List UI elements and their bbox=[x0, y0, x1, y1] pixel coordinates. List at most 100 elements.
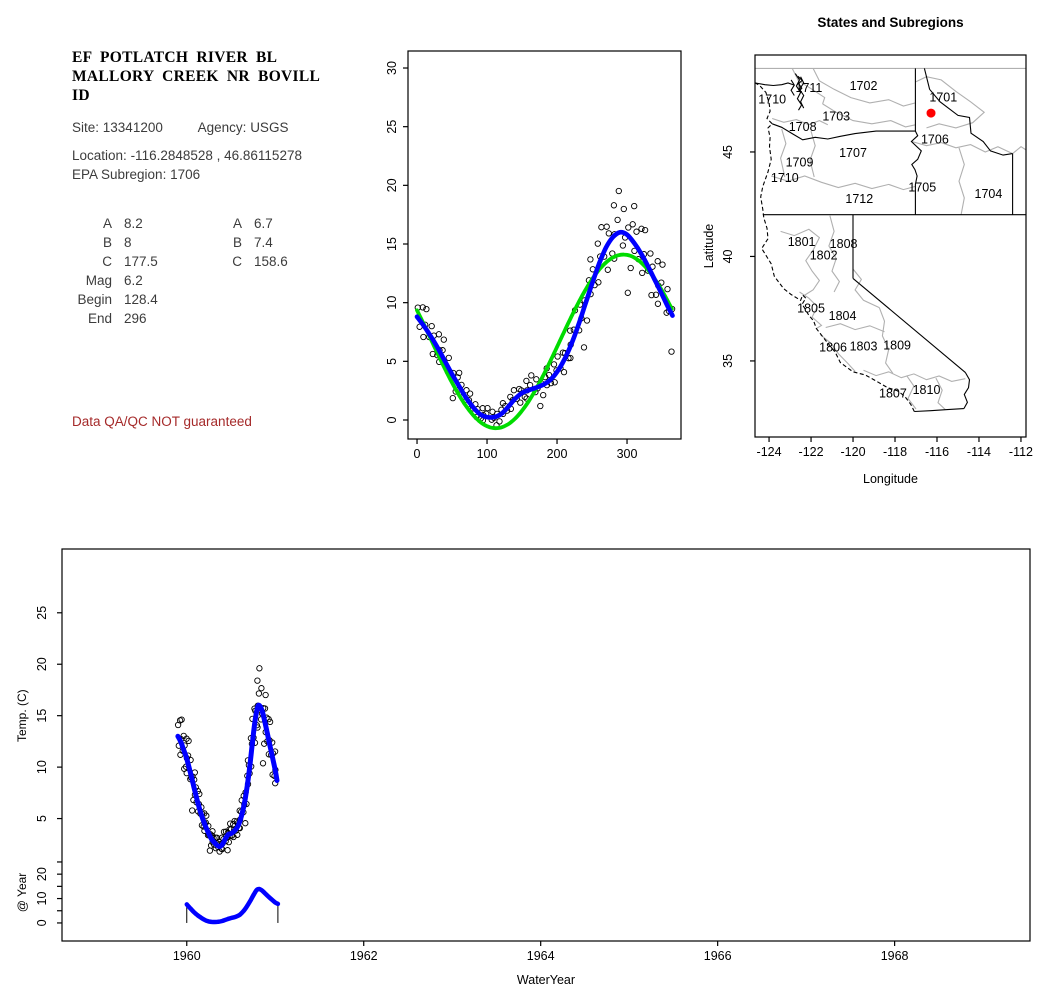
data-point bbox=[554, 353, 561, 360]
x-tick-label: 1968 bbox=[881, 949, 909, 963]
data-point bbox=[648, 291, 655, 299]
param-label: Mag bbox=[85, 273, 112, 288]
y-tick-label: 0 bbox=[35, 919, 49, 926]
subregion-boundary bbox=[958, 147, 965, 215]
data-point bbox=[523, 377, 530, 385]
subregion-label: 1710 bbox=[758, 93, 786, 107]
subregion-boundary bbox=[935, 377, 946, 411]
state-boundary bbox=[963, 372, 971, 409]
epa-subregion-value: 1706 bbox=[170, 166, 201, 182]
y-tick-label: 20 bbox=[35, 657, 49, 671]
subregion-label: 1806 bbox=[819, 340, 847, 354]
data-point bbox=[641, 226, 649, 234]
x-tick-label: 0 bbox=[414, 447, 421, 461]
y-tick-label: 10 bbox=[35, 760, 49, 774]
site-label: Site: bbox=[72, 120, 100, 135]
param-row: A 6.7 bbox=[198, 217, 288, 236]
data-point bbox=[456, 369, 463, 377]
data-point bbox=[445, 354, 452, 362]
x-tick-label: -124 bbox=[757, 445, 782, 459]
y-tick-label: 20 bbox=[385, 178, 399, 192]
data-point bbox=[484, 404, 491, 412]
subregion-boundary bbox=[828, 215, 841, 293]
data-point bbox=[517, 399, 524, 406]
data-point bbox=[466, 390, 474, 397]
data-point bbox=[420, 333, 427, 341]
site-agency-line: Site: 13341200 Agency: USGS bbox=[72, 120, 288, 135]
data-point bbox=[604, 266, 611, 273]
plot-frame bbox=[407, 50, 682, 440]
data-point bbox=[583, 317, 591, 324]
data-point bbox=[615, 187, 622, 195]
y-tick-label: 35 bbox=[721, 354, 735, 368]
wateryear-axis-label: WaterYear bbox=[517, 973, 575, 987]
longitude-axis-label: Longitude bbox=[863, 472, 918, 486]
data-point bbox=[587, 256, 594, 263]
x-tick-label: -122 bbox=[799, 445, 824, 459]
subregion-label: 1803 bbox=[850, 339, 878, 353]
blue-smooth-fit-curve bbox=[414, 229, 675, 420]
data-point bbox=[423, 305, 430, 313]
param-row: A 8.2 bbox=[58, 217, 158, 236]
station-title: EF POTLATCH RIVER BL MALLORY CREEK NR BO… bbox=[72, 48, 320, 105]
location-block: Location: -116.2848528 , 46.86115278 EPA… bbox=[72, 147, 302, 184]
data-point bbox=[537, 402, 544, 410]
param-value: 158.6 bbox=[254, 254, 288, 269]
state-boundary bbox=[772, 123, 916, 141]
subregion-label: 1702 bbox=[850, 79, 878, 93]
agency-value: USGS bbox=[250, 120, 289, 135]
state-boundary bbox=[798, 76, 805, 109]
x-tick-label: -112 bbox=[1009, 445, 1033, 459]
data-point bbox=[664, 285, 671, 293]
site-value: 13341200 bbox=[102, 120, 163, 135]
data-point bbox=[449, 394, 456, 402]
x-tick-label: 1966 bbox=[704, 949, 732, 963]
data-point bbox=[521, 393, 528, 401]
data-point bbox=[254, 677, 261, 684]
data-point bbox=[639, 269, 646, 277]
y-tick-label: 5 bbox=[385, 358, 399, 365]
data-point bbox=[206, 847, 214, 854]
data-point bbox=[533, 376, 540, 383]
subregion-label: 1712 bbox=[845, 192, 873, 206]
subregion-label: 1804 bbox=[829, 309, 857, 323]
subregion-label: 1802 bbox=[810, 248, 838, 262]
fit-params-table-1: A 8.2 B 8 C 177.5 Mag 6.2 Begin 128.4 End 296 bbox=[58, 217, 158, 331]
data-point bbox=[234, 831, 241, 838]
epa-subregion-line: EPA Subregion: 1706 bbox=[72, 166, 302, 185]
data-point bbox=[620, 205, 627, 213]
data-point bbox=[496, 418, 503, 425]
data-point bbox=[638, 225, 645, 232]
subregion-boundary bbox=[780, 128, 787, 178]
subregion-label: 1701 bbox=[929, 91, 957, 105]
y-tick-label: 15 bbox=[385, 237, 399, 251]
subregion-label: 1808 bbox=[830, 237, 858, 251]
data-point bbox=[435, 331, 443, 338]
data-point bbox=[419, 304, 426, 311]
data-point bbox=[652, 291, 660, 298]
location-line: Location: -116.2848528 , 46.86115278 bbox=[72, 147, 302, 166]
param-row: B 7.4 bbox=[198, 236, 288, 255]
subregion-boundary bbox=[771, 175, 916, 191]
site-location-dot bbox=[926, 108, 936, 118]
data-point bbox=[654, 300, 662, 307]
data-point bbox=[540, 391, 547, 399]
subregion-label: 1809 bbox=[883, 338, 911, 352]
subregion-boundary bbox=[1012, 146, 1027, 155]
data-point bbox=[594, 240, 601, 247]
location-label: Location: bbox=[72, 148, 127, 163]
data-point bbox=[510, 387, 518, 394]
data-point bbox=[598, 224, 605, 231]
subregion-boundary bbox=[809, 130, 816, 178]
data-point bbox=[619, 242, 627, 249]
map-title: States and Subregions bbox=[817, 15, 963, 30]
y-tick-label: 5 bbox=[35, 815, 49, 822]
state-boundary bbox=[790, 79, 795, 96]
subregion-boundary bbox=[772, 117, 829, 126]
data-point bbox=[610, 202, 618, 209]
data-point bbox=[629, 221, 636, 228]
param-label: B bbox=[232, 235, 242, 250]
subregion-boundary bbox=[791, 68, 826, 105]
